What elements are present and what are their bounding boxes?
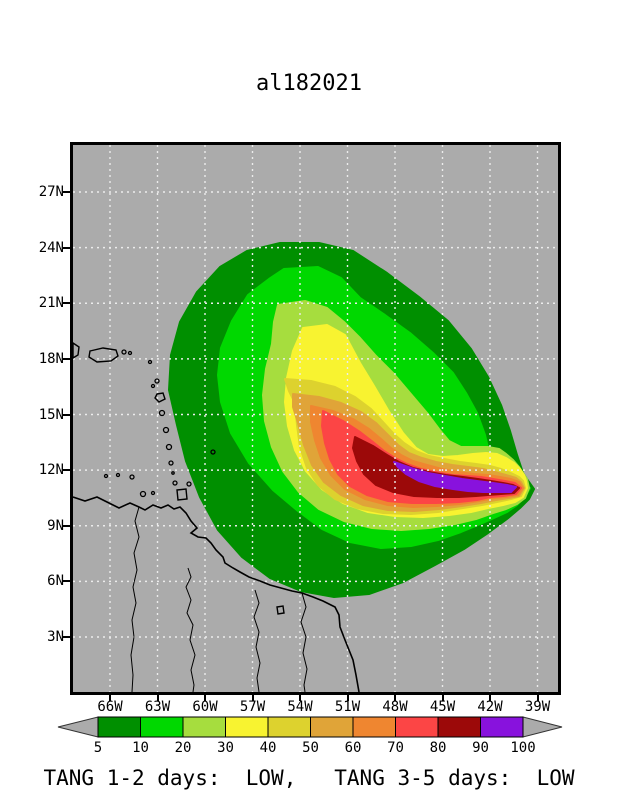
island-dot <box>162 426 170 434</box>
x-axis-tick <box>489 695 491 701</box>
x-axis-label: 51W <box>334 699 361 715</box>
tang-statement: TANG 1-2 days: LOW, TANG 3-5 days: LOW <box>43 766 575 790</box>
island-dot <box>150 490 156 496</box>
x-axis-tick <box>536 695 539 701</box>
island-dot <box>172 480 178 486</box>
island-dot <box>121 349 127 355</box>
island-dot <box>150 383 156 389</box>
x-axis-tick <box>251 695 254 701</box>
island-dot <box>158 409 166 417</box>
probability-contour-map <box>72 145 558 693</box>
x-axis-tick <box>346 695 349 701</box>
y-axis-tick <box>63 636 70 638</box>
y-axis-label: 3N <box>47 629 64 645</box>
island-outline <box>276 605 285 615</box>
y-axis-label: 12N <box>38 462 64 479</box>
island-dot <box>147 359 153 365</box>
y-axis-tick <box>63 191 70 193</box>
island-dot <box>127 350 133 356</box>
colorbar-tick-label: 90 <box>472 740 489 756</box>
y-axis-tick <box>63 524 70 527</box>
colorbar-cell <box>97 716 141 738</box>
island-dot <box>168 460 174 466</box>
island-outline <box>72 341 80 360</box>
colorbar-tick-label: 10 <box>132 740 149 756</box>
colorbar-tick-label: 50 <box>302 740 319 756</box>
y-axis-label: 18N <box>38 350 64 367</box>
island-outline <box>176 488 188 501</box>
y-axis-label: 9N <box>47 517 64 534</box>
island-dot <box>210 449 216 455</box>
coastline-south-america <box>72 496 360 693</box>
x-axis-label: 57W <box>239 699 266 715</box>
country-border <box>300 592 308 693</box>
storm-id: al182021 <box>256 71 362 96</box>
x-axis-label: 39W <box>524 699 551 715</box>
colorbar-tick-label: 40 <box>259 740 277 756</box>
y-axis-tick <box>63 246 70 249</box>
contour-90pct <box>393 461 517 493</box>
y-axis-tick <box>63 357 70 360</box>
y-axis-tick <box>63 413 70 416</box>
colorbar-tick-label: 5 <box>93 740 103 756</box>
colorbar <box>57 716 563 738</box>
colorbar-cell <box>352 716 396 738</box>
x-axis-label: 54W <box>287 699 313 715</box>
y-axis-label: 6N <box>47 573 64 590</box>
x-axis-tick <box>156 695 159 701</box>
colorbar-cell <box>267 716 311 738</box>
island-dot <box>103 473 109 479</box>
x-axis-tick <box>299 695 301 701</box>
x-axis-label: 63W <box>144 699 171 715</box>
country-border <box>253 589 261 693</box>
island-dot <box>129 474 135 480</box>
island-dot <box>115 472 121 478</box>
colorbar-cell <box>225 716 269 738</box>
y-axis-label: 21N <box>38 295 64 312</box>
x-axis-tick <box>204 695 206 701</box>
colorbar-tick-label: 60 <box>344 740 362 756</box>
colorbar-cell <box>437 716 481 738</box>
colorbar-tick-label: 30 <box>217 740 234 756</box>
island-dot <box>165 443 173 451</box>
island-dot <box>139 490 147 498</box>
colorbar-cell <box>310 716 354 738</box>
colorbar-cell <box>140 716 184 738</box>
island-outline <box>88 347 119 363</box>
colorbar-tick-label: 80 <box>429 740 447 756</box>
colorbar-left-arrow-icon <box>57 716 99 738</box>
country-border <box>130 506 140 693</box>
y-axis-label: 24N <box>38 239 64 256</box>
colorbar-tick-label: 100 <box>510 740 536 756</box>
colorbar-right-arrow-icon <box>522 716 563 738</box>
x-axis-tick <box>394 695 396 701</box>
map-frame <box>70 142 561 695</box>
colorbar-cell <box>182 716 226 738</box>
y-axis-label: 15N <box>38 406 64 423</box>
colorbar-tick-label: 70 <box>387 740 404 756</box>
island-dot <box>171 471 175 475</box>
colorbar-tick-label: 20 <box>174 740 192 756</box>
x-axis-label: 60W <box>192 699 218 715</box>
x-axis-tick <box>109 695 111 701</box>
country-border <box>185 567 196 693</box>
island-dot <box>154 378 160 384</box>
island-outline <box>154 392 166 403</box>
x-axis-label: 66W <box>97 699 123 715</box>
colorbar-cell <box>480 716 524 738</box>
x-axis-label: 42W <box>477 699 503 715</box>
y-axis-label: 27N <box>38 184 64 200</box>
island-dot <box>186 481 192 487</box>
y-axis-tick <box>63 302 70 305</box>
x-axis-label: 45W <box>429 699 456 715</box>
y-axis-tick <box>63 580 70 583</box>
x-axis-tick <box>441 695 444 701</box>
y-axis-tick <box>63 469 70 472</box>
x-axis-label: 48W <box>382 699 408 715</box>
colorbar-cell <box>395 716 439 738</box>
